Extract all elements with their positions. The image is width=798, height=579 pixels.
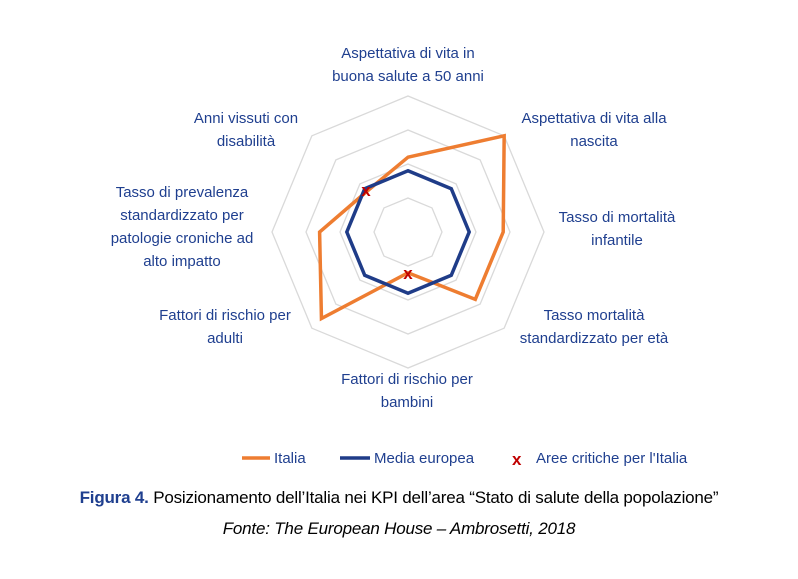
axis-label-2: Aspettativa di vita alla nascita xyxy=(521,110,667,150)
grid-ring-2 xyxy=(339,163,477,301)
axis-label-line: standardizzato per età xyxy=(520,330,669,347)
axis-label-8: Anni vissuti con disabilità xyxy=(194,110,298,150)
axis-label-line: Aspettativa di vita in xyxy=(341,45,474,62)
legend-critical-label: Aree critiche per l'Italia xyxy=(536,450,688,467)
axis-label-line: bambini xyxy=(381,394,434,411)
axis-label-line: patologie croniche ad xyxy=(111,230,254,247)
axis-label-line: Fattori di rischio per xyxy=(159,307,291,324)
axis-label-line: Fattori di rischio per xyxy=(341,371,473,388)
legend-media-label: Media europea xyxy=(374,450,475,467)
axis-label-4: Tasso mortalità standardizzato per età xyxy=(520,307,669,347)
figure-number: Figura 4. xyxy=(79,488,149,507)
legend: Italia Media europea x Aree critiche per… xyxy=(242,450,688,469)
axis-label-line: infantile xyxy=(591,232,643,249)
axis-labels: Aspettativa di vita in buona salute a 50 … xyxy=(111,45,676,411)
figure-caption: Figura 4. Posizionamento dell’Italia nei… xyxy=(0,488,798,508)
critical-marker-1: x xyxy=(361,181,371,200)
axis-label-line: Tasso di mortalità xyxy=(559,209,676,226)
critical-markers: xx xyxy=(361,181,413,283)
axis-label-3: Tasso di mortalità infantile xyxy=(559,209,676,249)
grid-ring-3 xyxy=(305,129,511,335)
series-media-europea xyxy=(344,168,472,296)
axis-label-6: Fattori di rischio per adulti xyxy=(159,307,291,347)
grid-ring-1 xyxy=(373,197,443,267)
axis-label-line: nascita xyxy=(570,133,618,150)
figure-title: Posizionamento dell’Italia nei KPI dell’… xyxy=(148,488,719,507)
radar-chart: xx Aspettativa di vita in buona salute a … xyxy=(111,45,688,469)
axis-label-line: Tasso mortalità xyxy=(544,307,646,324)
series-italia xyxy=(317,133,506,322)
axis-label-line: adulti xyxy=(207,330,243,347)
legend-critical-marker: x xyxy=(512,450,522,469)
axis-label-line: Tasso di prevalenza xyxy=(116,184,249,201)
axis-label-line: alto impatto xyxy=(143,253,221,270)
axis-label-7: Tasso di prevalenza standardizzato per pat… xyxy=(111,184,254,270)
axis-label-5: Fattori di rischio per bambini xyxy=(341,371,473,411)
axis-label-line: disabilità xyxy=(217,133,276,150)
legend-italia-label: Italia xyxy=(274,450,306,467)
axis-label-line: standardizzato per xyxy=(120,207,243,224)
axis-label-line: buona salute a 50 anni xyxy=(332,68,484,85)
radar-grid xyxy=(271,95,545,369)
critical-marker-2: x xyxy=(403,264,413,283)
radar-series xyxy=(317,133,506,322)
grid-ring-4 xyxy=(271,95,545,369)
axis-label-line: Aspettativa di vita alla xyxy=(521,110,667,127)
figure-source: Fonte: The European House – Ambrosetti, … xyxy=(222,519,576,538)
axis-label-1: Aspettativa di vita in buona salute a 50 … xyxy=(332,45,484,85)
axis-label-line: Anni vissuti con xyxy=(194,110,298,127)
